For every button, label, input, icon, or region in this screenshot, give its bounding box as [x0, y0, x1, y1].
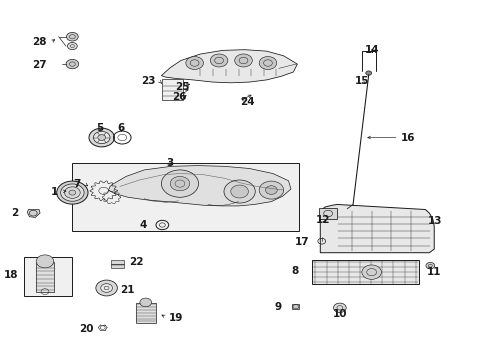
Text: 16: 16 [400, 132, 415, 143]
Text: 24: 24 [239, 96, 254, 107]
Circle shape [259, 181, 283, 199]
Circle shape [96, 280, 117, 296]
Text: 9: 9 [273, 302, 281, 312]
Bar [318, 208, 337, 219]
Text: 13: 13 [427, 216, 442, 226]
Text: 15: 15 [354, 76, 368, 86]
Circle shape [161, 170, 198, 197]
Bar [311, 260, 418, 284]
Circle shape [36, 255, 54, 268]
Circle shape [98, 135, 105, 140]
Bar [111, 264, 124, 268]
Polygon shape [27, 210, 40, 217]
Text: 19: 19 [168, 312, 183, 323]
Text: 1: 1 [50, 186, 58, 197]
Text: 28: 28 [32, 37, 46, 48]
Polygon shape [108, 166, 290, 206]
Circle shape [361, 265, 381, 279]
Text: 27: 27 [32, 60, 46, 70]
Bar [72, 163, 299, 231]
Circle shape [259, 57, 276, 69]
Text: 4: 4 [139, 220, 146, 230]
Text: 25: 25 [175, 82, 189, 92]
Text: 8: 8 [290, 266, 298, 276]
Circle shape [101, 284, 112, 292]
Circle shape [365, 71, 371, 75]
Text: 18: 18 [4, 270, 19, 280]
Circle shape [265, 186, 277, 194]
Circle shape [66, 32, 78, 41]
Polygon shape [320, 204, 433, 253]
Text: 7: 7 [73, 179, 81, 189]
Circle shape [64, 187, 80, 198]
Circle shape [425, 262, 434, 269]
Circle shape [170, 176, 189, 191]
Text: 11: 11 [426, 267, 440, 277]
Text: 6: 6 [118, 123, 124, 133]
Circle shape [230, 185, 248, 198]
Circle shape [333, 303, 346, 312]
Bar [162, 79, 183, 100]
Polygon shape [292, 304, 299, 309]
Bar [136, 303, 155, 323]
Text: 2: 2 [11, 208, 19, 218]
Bar [36, 262, 54, 292]
Circle shape [93, 131, 110, 144]
Circle shape [57, 181, 88, 204]
Text: 26: 26 [172, 92, 186, 102]
Text: 3: 3 [166, 158, 173, 168]
Text: 12: 12 [315, 215, 329, 225]
Circle shape [224, 180, 255, 203]
Circle shape [140, 298, 151, 307]
Circle shape [234, 54, 252, 67]
Circle shape [67, 42, 77, 50]
Bar [111, 260, 124, 264]
Circle shape [185, 57, 203, 69]
Bar [24, 257, 72, 296]
Text: 10: 10 [332, 309, 346, 319]
Text: 17: 17 [294, 237, 308, 247]
Circle shape [69, 190, 76, 195]
Text: 5: 5 [97, 123, 103, 133]
Circle shape [61, 184, 84, 201]
Text: 21: 21 [120, 285, 134, 295]
Text: 22: 22 [129, 257, 144, 267]
Circle shape [89, 128, 114, 147]
Text: 20: 20 [79, 324, 94, 334]
Text: 14: 14 [365, 45, 379, 55]
Circle shape [66, 59, 79, 69]
Circle shape [210, 54, 227, 67]
Polygon shape [161, 50, 297, 83]
Text: 23: 23 [141, 76, 155, 86]
